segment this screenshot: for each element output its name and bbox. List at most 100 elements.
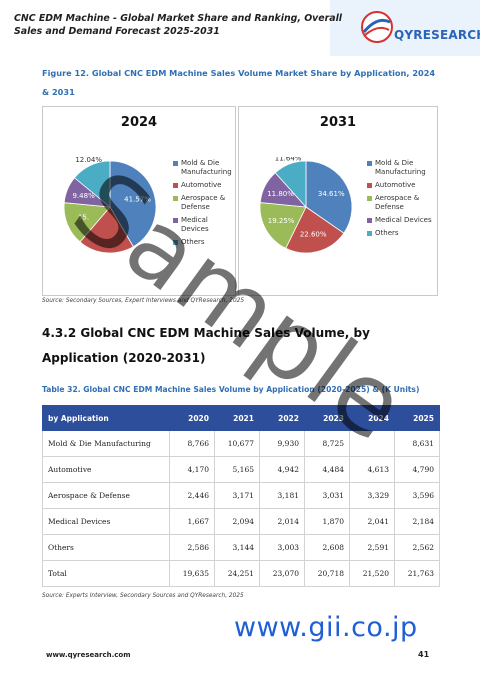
table-row: Aerospace & Defense 2,446 3,171 3,181 3,031 3… — [42, 482, 440, 509]
legend-label: Others — [375, 229, 399, 238]
legend-2024: Mold & Die Manufacturing Automotive Aerospa… — [173, 159, 235, 251]
pie-slice — [73, 160, 111, 208]
row-label: Total — [42, 560, 170, 587]
row-label: Aerospace & Defense — [42, 482, 170, 509]
legend-item: Others — [367, 229, 432, 238]
table-cell: 3,144 — [214, 534, 260, 561]
legend-label-line: Defense — [181, 203, 210, 211]
legend-item: Others — [173, 238, 235, 247]
table-cell: 2,562 — [394, 534, 440, 561]
table-cell: 3,003 — [259, 534, 305, 561]
legend-swatch — [367, 196, 372, 201]
legend-item: Automotive — [367, 181, 432, 190]
footer-url: www.qyresearch.com — [46, 651, 131, 659]
column-header: 2022 — [259, 405, 305, 431]
column-header: 2020 — [169, 405, 215, 431]
table-cell: 8,631 — [394, 430, 440, 457]
legend-label: Medical Devices — [181, 216, 235, 234]
table-cell: 8,766 — [169, 430, 215, 457]
qyresearch-logo — [361, 11, 393, 43]
table-cell — [349, 430, 395, 457]
report-title: CNC EDM Machine - Global Market Share an… — [14, 13, 343, 37]
legend-label: Mold & Die Manufacturing — [375, 159, 426, 177]
legend-label-line: Automotive — [181, 181, 222, 189]
header-band — [330, 0, 480, 56]
column-header: 2023 — [304, 405, 350, 431]
legend-swatch — [173, 161, 178, 166]
table-cell: 24,251 — [214, 560, 260, 587]
legend-item: Medical Devices — [173, 216, 235, 234]
pie-slice — [285, 206, 345, 254]
pie-slice — [259, 202, 307, 249]
page-number: 41 — [418, 650, 430, 659]
legend-swatch — [367, 231, 372, 236]
table-cell: 3,596 — [394, 482, 440, 509]
pie-slice — [274, 160, 307, 209]
table-header-row: by Application 2020 2021 2022 2023 2024 … — [42, 405, 440, 431]
table-cell: 2,184 — [394, 508, 440, 535]
legend-label-line: Manufacturing — [375, 168, 426, 176]
section-heading: 4.3.2 Global CNC EDM Machine Sales Volum… — [42, 326, 370, 365]
table-cell: 4,790 — [394, 456, 440, 483]
legend-label: Others — [181, 238, 205, 247]
legend-label-line: Automotive — [375, 181, 416, 189]
table-source: Source: Experts Interview, Secondary Sou… — [42, 593, 244, 599]
legend-label: Mold & Die Manufacturing — [181, 159, 232, 177]
pie-data-label: 41.57% — [124, 196, 151, 204]
table-cell: 4,942 — [259, 456, 305, 483]
legend-label: Automotive — [181, 181, 222, 190]
legend-label: Aerospace & Defense — [375, 194, 419, 212]
pie-data-label: 19.25% — [268, 217, 295, 225]
legend-swatch — [367, 183, 372, 188]
table-cell: 2,041 — [349, 508, 395, 535]
pie-data-label: 12.04% — [75, 157, 102, 164]
table-cell: 3,171 — [214, 482, 260, 509]
column-header: 2024 — [349, 405, 395, 431]
pie-slice — [109, 160, 157, 248]
column-header: 2021 — [214, 405, 260, 431]
logo-text: QYRESEARCH — [394, 28, 480, 42]
legend-item: Automotive — [173, 181, 235, 190]
gii-watermark: www.gii.co.jp — [234, 612, 418, 643]
table-row: Automotive 4,170 5,165 4,942 4,484 4,613 4,790 — [42, 456, 440, 483]
legend-swatch — [173, 240, 178, 245]
pie-chart-2031: 34.61% 22.60% 19.25% 11.80% 11.64% — [259, 157, 353, 254]
legend-label-line: Aerospace & — [181, 194, 226, 202]
table-cell: 21,520 — [349, 560, 395, 587]
row-label: Medical Devices — [42, 508, 170, 535]
legend-label-line: Aerospace & — [375, 194, 420, 202]
legend-label: Automotive — [375, 181, 416, 190]
legend-label-line: Medical Devices — [181, 216, 209, 233]
pie-data-label: 11.80% — [267, 190, 294, 198]
table-cell: 8,725 — [304, 430, 350, 457]
legend-label-line: Defense — [375, 203, 404, 211]
pie-data-label: 15. — [78, 214, 89, 222]
legend-label-line: Others — [375, 229, 399, 237]
pie-title-2031: 2031 — [319, 115, 357, 130]
row-label: Mold & Die Manufacturing — [42, 430, 170, 457]
table-cell: 21,763 — [394, 560, 440, 587]
table-cell: 2,094 — [214, 508, 260, 535]
legend-swatch — [173, 218, 178, 223]
table-row: Mold & Die Manufacturing 8,766 10,677 9,930… — [42, 430, 440, 457]
pie-data-label: 11.64% — [275, 157, 302, 162]
table-cell: 3,031 — [304, 482, 350, 509]
pie-chart-2024: 41.57% 15. 9.48% 12.04% — [63, 157, 157, 254]
legend-item: Mold & Die Manufacturing — [173, 159, 235, 177]
table-cell: 1,667 — [169, 508, 215, 535]
legend-item: Aerospace & Defense — [173, 194, 235, 212]
table-cell: 2,446 — [169, 482, 215, 509]
pie-slice — [305, 160, 353, 234]
page-header: CNC EDM Machine - Global Market Share an… — [0, 0, 480, 58]
legend-label-line: Medical Devices — [375, 216, 432, 224]
column-header: 2025 — [394, 405, 440, 431]
table-cell: 4,613 — [349, 456, 395, 483]
table-cell: 2,586 — [169, 534, 215, 561]
legend-item: Medical Devices — [367, 216, 432, 225]
table-cell: 2,608 — [304, 534, 350, 561]
table-cell: 19,635 — [169, 560, 215, 587]
pie-panel-2024: 2024 41.57% 15. 9.48% 12.04% Mold & Die Manu… — [42, 106, 236, 296]
pie-title-2024: 2024 — [120, 115, 158, 130]
row-label: Automotive — [42, 456, 170, 483]
figure-source: Source: Secondary Sources, Expert Interv… — [42, 298, 245, 304]
